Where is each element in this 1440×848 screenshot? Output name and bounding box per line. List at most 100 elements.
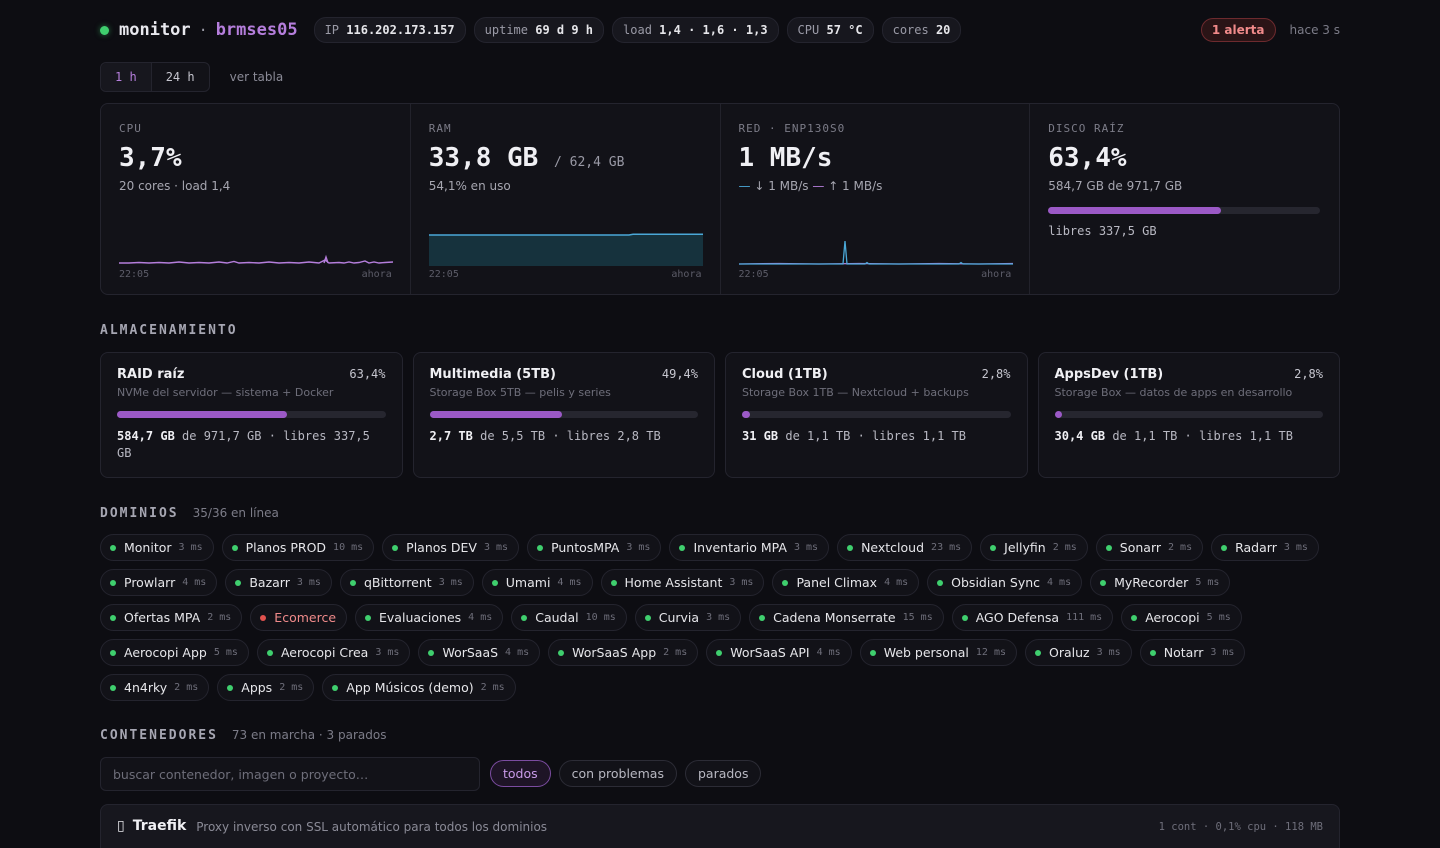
domain-chip[interactable]: 4n4rky 2 ms xyxy=(100,674,210,701)
domain-latency: 5 ms xyxy=(213,647,238,658)
view-table-link[interactable]: ver tabla xyxy=(229,70,284,84)
domains-section-header: DOMINIOS 35/36 en línea xyxy=(100,506,279,521)
domain-chip[interactable]: Planos DEV 3 ms xyxy=(382,534,520,561)
domain-name: WorSaaS API xyxy=(730,645,810,660)
domain-latency: 3 ms xyxy=(1210,647,1235,658)
domain-status-dot xyxy=(332,684,339,691)
domain-chip[interactable]: WorSaaS App 2 ms xyxy=(548,639,699,666)
domain-chip[interactable]: Planos PROD 10 ms xyxy=(221,534,375,561)
uptime-pill: uptime 69 d 9 h xyxy=(473,17,605,43)
network-value: 1 MB/s xyxy=(738,143,833,173)
cores-pill: cores 20 xyxy=(881,17,962,43)
domain-chip[interactable]: MyRecorder 5 ms xyxy=(1090,569,1231,596)
domain-chip[interactable]: Aerocopi App 5 ms xyxy=(100,639,249,666)
cpu-sub: 20 cores · load 1,4 xyxy=(119,179,231,193)
storage-card-cloud[interactable]: Cloud (1TB) 2,8% Storage Box 1TB — Nextcl… xyxy=(725,352,1028,478)
domain-status-dot xyxy=(349,579,356,586)
alert-badge[interactable]: 1 alerta xyxy=(1200,18,1276,42)
domain-latency: 4 ms xyxy=(468,612,493,623)
containers-count: 73 en marcha · 3 parados xyxy=(231,728,387,742)
domain-chip[interactable]: Web personal 12 ms xyxy=(859,639,1018,666)
domain-name: Radarr xyxy=(1235,540,1277,555)
domain-chip[interactable]: Aerocopi Crea 3 ms xyxy=(256,639,411,666)
domain-chip[interactable]: Sonarr 2 ms xyxy=(1095,534,1204,561)
domain-latency: 3 ms xyxy=(793,542,819,553)
domain-chip[interactable]: AGO Defensa 111 ms xyxy=(951,604,1114,631)
filter-all-button[interactable]: todos xyxy=(490,760,551,787)
domain-latency: 3 ms xyxy=(1283,542,1308,553)
ram-sub: 54,1% en uso xyxy=(428,179,511,193)
storage-description: Storage Box 1TB — Nextcloud + backups xyxy=(742,386,969,399)
domain-status-dot xyxy=(428,649,435,656)
domain-name: Evaluaciones xyxy=(379,610,462,625)
storage-percent: 2,8% xyxy=(1294,367,1323,381)
domain-chip[interactable]: Caudal 10 ms xyxy=(511,604,627,631)
storage-card-multimedia[interactable]: Multimedia (5TB) 49,4% Storage Box 5TB — … xyxy=(412,352,715,478)
container-search-input[interactable] xyxy=(100,757,480,791)
domain-status-dot xyxy=(869,649,876,656)
range-24h-button[interactable]: 24 h xyxy=(165,70,195,84)
domain-chip[interactable]: Curvia 3 ms xyxy=(634,604,742,631)
domain-chip[interactable]: Nextcloud 23 ms xyxy=(837,534,973,561)
domain-chip[interactable]: Obsidian Sync 4 ms xyxy=(927,569,1083,596)
domain-status-dot xyxy=(610,579,617,586)
domain-chip[interactable]: Apps 2 ms xyxy=(217,674,315,701)
domain-chip[interactable]: App Músicos (demo) 2 ms xyxy=(322,674,516,701)
domain-chip[interactable]: Panel Climax 4 ms xyxy=(772,569,920,596)
domain-chip[interactable]: Ofertas MPA 2 ms xyxy=(100,604,243,631)
storage-bar xyxy=(1054,411,1323,418)
ram-value: 33,8 GB / 62,4 GB xyxy=(428,143,625,173)
filter-stopped-button[interactable]: parados xyxy=(684,760,762,787)
ram-axis: 22:05 ahora xyxy=(428,269,702,280)
domain-latency: 2 ms xyxy=(174,682,199,693)
domain-latency: 10 ms xyxy=(333,542,364,553)
range-1h-button[interactable]: 1 h xyxy=(101,63,152,91)
domain-chip[interactable]: Cadena Monserrate 15 ms xyxy=(749,604,944,631)
filter-problems-button[interactable]: con problemas xyxy=(558,760,677,787)
domain-chip[interactable]: Prowlarr 4 ms xyxy=(100,569,218,596)
container-row-traefik[interactable]: ▯ Traefik Proxy inverso con SSL automáti… xyxy=(100,804,1340,848)
domain-name: Planos PROD xyxy=(245,540,327,555)
disk-usage-fill xyxy=(1048,207,1221,214)
container-name: Traefik xyxy=(132,818,187,834)
disk-label: DISCO RAÍZ xyxy=(1048,122,1125,135)
domain-chip[interactable]: Monitor 3 ms xyxy=(100,534,214,561)
domain-status-dot xyxy=(1100,579,1107,586)
storage-card-appsdev[interactable]: AppsDev (1TB) 2,8% Storage Box — datos de… xyxy=(1037,352,1340,478)
domain-name: Apps xyxy=(241,680,273,695)
storage-card-raid[interactable]: RAID raíz 63,4% NVMe del servidor — siste… xyxy=(100,352,403,478)
domain-chip[interactable]: Jellyfin 2 ms xyxy=(980,534,1088,561)
storage-percent: 2,8% xyxy=(981,367,1011,381)
domain-chip[interactable]: Radarr 3 ms xyxy=(1211,534,1319,561)
domain-chip[interactable]: WorSaaS 4 ms xyxy=(418,639,541,666)
domain-status-dot xyxy=(1131,614,1138,621)
domain-name: Obsidian Sync xyxy=(951,575,1041,590)
domain-status-dot xyxy=(937,579,944,586)
domain-chip[interactable]: Inventario MPA 3 ms xyxy=(669,534,830,561)
domain-chip[interactable]: Notarr 3 ms xyxy=(1139,639,1246,666)
domain-status-dot xyxy=(847,544,854,551)
domain-chip[interactable]: Bazarr 3 ms xyxy=(225,569,332,596)
domain-chip[interactable]: Oraluz 3 ms xyxy=(1025,639,1132,666)
domain-name: Ecomerce xyxy=(274,610,337,625)
domain-chip[interactable]: qBittorrent 3 ms xyxy=(339,569,474,596)
domain-chip[interactable]: PuntosMPA 3 ms xyxy=(527,534,662,561)
storage-description: Storage Box — datos de apps en desarroll… xyxy=(1054,386,1293,399)
domain-status-dot xyxy=(227,684,234,691)
storage-usage: 30,4 GB de 1,1 TB · libres 1,1 TB xyxy=(1054,429,1293,443)
storage-bar-fill xyxy=(1054,411,1063,418)
ip-pill: IP 116.202.173.157 xyxy=(313,17,466,43)
domain-chip[interactable]: Aerocopi 5 ms xyxy=(1121,604,1242,631)
last-updated: hace 3 s xyxy=(1289,23,1340,37)
domain-latency: 10 ms xyxy=(585,612,616,623)
domain-chip[interactable]: WorSaaS API 4 ms xyxy=(706,639,852,666)
domain-chip[interactable]: Evaluaciones 4 ms xyxy=(355,604,504,631)
domain-latency: 4 ms xyxy=(505,647,530,658)
storage-bar xyxy=(429,411,698,418)
domain-latency: 3 ms xyxy=(178,542,203,553)
domain-latency: 111 ms xyxy=(1066,612,1103,623)
domain-chip[interactable]: Ecomerce xyxy=(250,604,348,631)
domain-chip[interactable]: Home Assistant 3 ms xyxy=(600,569,765,596)
domain-chip[interactable]: Umami 4 ms xyxy=(481,569,593,596)
domain-status-dot xyxy=(679,544,686,551)
